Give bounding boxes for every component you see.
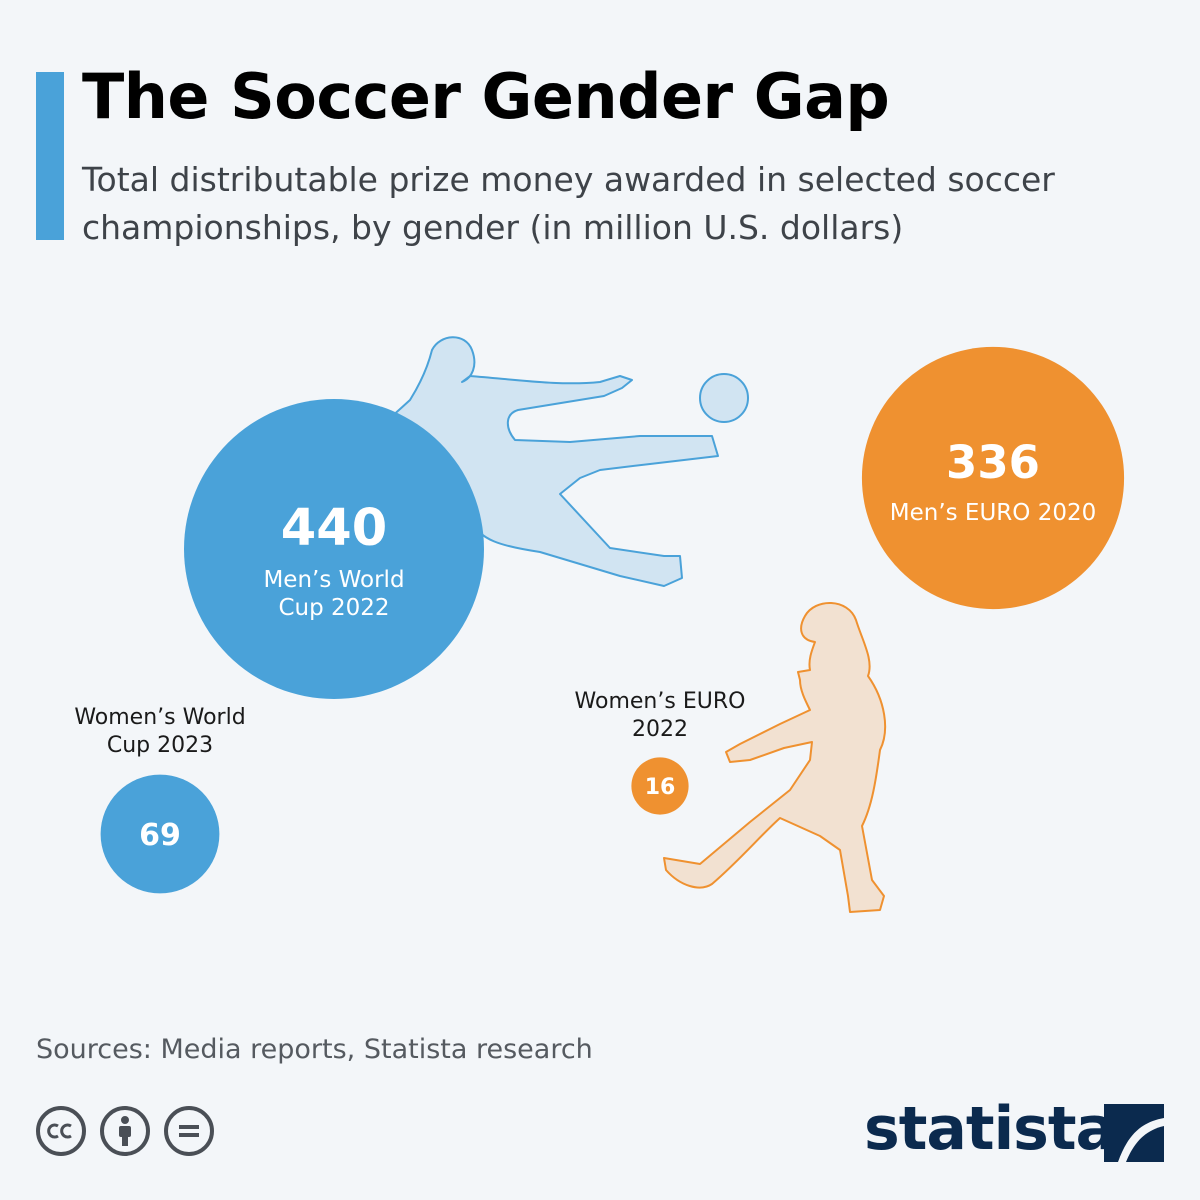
value-label-men-s-euro-2020: 336 [946, 436, 1040, 489]
value-label-women-s-euro-2022: 16 [645, 775, 676, 800]
value-label-women-s-world-cup-2023: 69 [139, 818, 181, 853]
category-label-women-s-euro-2022: Women’s EURO [575, 689, 746, 714]
bubble-men-s-world-cup-2022[interactable] [184, 399, 484, 699]
bubble-men-s-euro-2020[interactable] [861, 346, 1125, 610]
source-note: Sources: Media reports, Statista researc… [36, 1034, 593, 1065]
category-label-women-s-world-cup-2023: Cup 2023 [107, 733, 213, 758]
bubble-women-s-world-cup-2023[interactable] [100, 774, 220, 894]
chart-title: The Soccer Gender Gap [82, 60, 890, 133]
category-label-women-s-world-cup-2023: Women’s World [74, 705, 245, 730]
statista-logo-icon [1104, 1104, 1164, 1162]
category-label-men-s-world-cup-2022: Men’s World [263, 567, 404, 593]
title-accent-bar [36, 72, 64, 240]
cc-icon[interactable] [36, 1106, 86, 1156]
chart-subtitle: Total distributable prize money awarded … [82, 160, 1055, 247]
value-label-men-s-world-cup-2022: 440 [281, 499, 387, 558]
no-derivatives-icon[interactable] [164, 1106, 214, 1156]
category-label-women-s-euro-2022: 2022 [632, 717, 688, 742]
category-label-men-s-euro-2020: Men’s EURO 2020 [890, 500, 1096, 526]
statista-logo[interactable]: statista [864, 1094, 1116, 1164]
bubble-women-s-euro-2022[interactable] [631, 757, 689, 815]
license-icons [36, 1106, 214, 1156]
category-label-men-s-world-cup-2022: Cup 2022 [278, 595, 389, 621]
female-player-illustration [663, 602, 887, 913]
attribution-icon[interactable] [100, 1106, 150, 1156]
